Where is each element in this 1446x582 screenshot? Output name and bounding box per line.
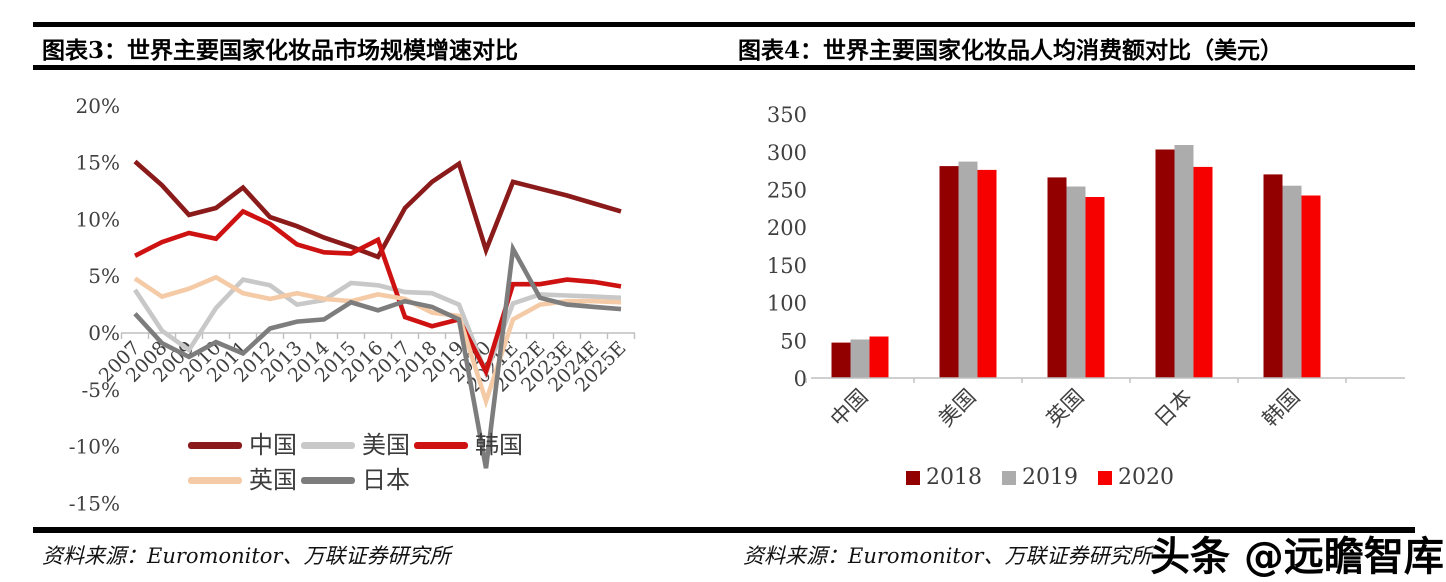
panel-left-title: 图表3：世界主要国家化妆品市场规模增速对比 bbox=[42, 37, 519, 64]
legend-item-2019: 2019 bbox=[1002, 467, 1078, 489]
bar-美国-2020 bbox=[977, 169, 997, 378]
watermark: 头条 @远瞻智库 bbox=[1150, 534, 1444, 580]
header-band bbox=[33, 22, 1415, 70]
bar-日本-2019 bbox=[1174, 145, 1194, 378]
y-axis-label: 5% bbox=[88, 264, 120, 288]
bar-日本-2020 bbox=[1193, 166, 1213, 378]
y-axis-label: 10% bbox=[76, 207, 120, 231]
bar-美国-2019 bbox=[958, 161, 978, 378]
legend-swatch-icon bbox=[301, 476, 355, 484]
legend-item-2018: 2018 bbox=[906, 467, 982, 489]
line-series-韩国 bbox=[133, 208, 622, 378]
y-axis-label: -15% bbox=[69, 491, 120, 515]
x-axis-label: 中国 bbox=[826, 385, 873, 432]
legend-swatch-icon bbox=[906, 471, 920, 485]
line-series-中国 bbox=[133, 159, 622, 260]
bar-中国-2018 bbox=[831, 342, 851, 378]
legend-item-日本: 日本 bbox=[301, 468, 414, 492]
legend-swatch-icon bbox=[414, 441, 468, 449]
legend-item-中国: 中国 bbox=[188, 433, 301, 457]
y-axis-label: 150 bbox=[767, 254, 807, 278]
line-chart: 20%15%10%5%0%-5%-10%-15%2007200820092010… bbox=[69, 94, 636, 515]
bar-chart: 0 50 100 150 200 250 300 350 中国 美国 英国 日本 韩国 bbox=[767, 103, 1405, 432]
bar-英国-2020 bbox=[1085, 197, 1105, 378]
legend-item-2020: 2020 bbox=[1098, 467, 1174, 489]
panel-right-title: 图表4：世界主要国家化妆品人均消费额对比（美元） bbox=[738, 37, 1284, 64]
y-axis-label: 100 bbox=[767, 292, 807, 316]
legend-swatch-icon bbox=[1098, 471, 1112, 485]
bar-韩国-2019 bbox=[1282, 185, 1302, 378]
legend-label: 日本 bbox=[362, 466, 410, 494]
legend-swatch-icon bbox=[301, 441, 355, 449]
bar-英国-2019 bbox=[1066, 186, 1086, 378]
y-axis-label: 350 bbox=[767, 103, 807, 127]
legend-label: 2019 bbox=[1022, 465, 1078, 490]
x-axis-label: 英国 bbox=[1042, 385, 1089, 432]
x-axis-label: 美国 bbox=[934, 385, 981, 432]
bar-英国-2018 bbox=[1047, 177, 1067, 378]
legend-label: 2020 bbox=[1118, 465, 1174, 490]
source-right: 资料来源：Euromonitor、万联证券研究所 bbox=[743, 544, 1152, 568]
line-series-英国 bbox=[133, 274, 622, 409]
legend-label: 中国 bbox=[249, 431, 297, 459]
y-axis-label: 15% bbox=[76, 151, 120, 175]
legend-swatch-icon bbox=[188, 476, 242, 484]
bar-日本-2018 bbox=[1155, 149, 1175, 378]
footer-rule bbox=[33, 527, 1415, 533]
y-axis-label: 20% bbox=[76, 94, 120, 118]
legend-row: 英国 日本 bbox=[188, 468, 527, 492]
line-chart-legend: 中国 美国 韩国英国 日本 bbox=[188, 433, 527, 492]
x-axis-label: 日本 bbox=[1150, 385, 1197, 432]
legend-label: 2018 bbox=[926, 465, 982, 490]
source-left: 资料来源：Euromonitor、万联证券研究所 bbox=[42, 544, 451, 568]
y-axis-label: 50 bbox=[780, 329, 807, 353]
legend-row: 中国 美国 韩国 bbox=[188, 433, 527, 457]
y-axis-label: 200 bbox=[767, 216, 807, 240]
bar-韩国-2020 bbox=[1301, 195, 1321, 378]
legend-label: 美国 bbox=[362, 431, 410, 459]
y-axis-label: 0% bbox=[88, 321, 120, 345]
y-axis-label: 300 bbox=[767, 141, 807, 165]
y-axis-label: -5% bbox=[82, 378, 121, 402]
bar-韩国-2018 bbox=[1263, 174, 1283, 378]
legend-item-英国: 英国 bbox=[188, 468, 301, 492]
legend-swatch-icon bbox=[1002, 471, 1016, 485]
legend-item-美国: 美国 bbox=[301, 433, 414, 457]
y-axis-label: -10% bbox=[69, 435, 120, 459]
legend-item-韩国: 韩国 bbox=[414, 433, 527, 457]
line-series-日本 bbox=[133, 241, 622, 469]
bar-chart-legend: 2018 2019 2020 bbox=[745, 467, 1335, 489]
legend-label: 韩国 bbox=[475, 431, 523, 459]
bar-美国-2018 bbox=[939, 166, 959, 378]
legend-swatch-icon bbox=[188, 441, 242, 449]
x-axis-label: 韩国 bbox=[1258, 385, 1305, 432]
y-axis-label: 250 bbox=[767, 179, 807, 203]
bar-中国-2019 bbox=[850, 339, 870, 378]
y-axis-label: 0 bbox=[794, 367, 807, 391]
bar-中国-2020 bbox=[869, 336, 889, 378]
legend-label: 英国 bbox=[249, 466, 297, 494]
